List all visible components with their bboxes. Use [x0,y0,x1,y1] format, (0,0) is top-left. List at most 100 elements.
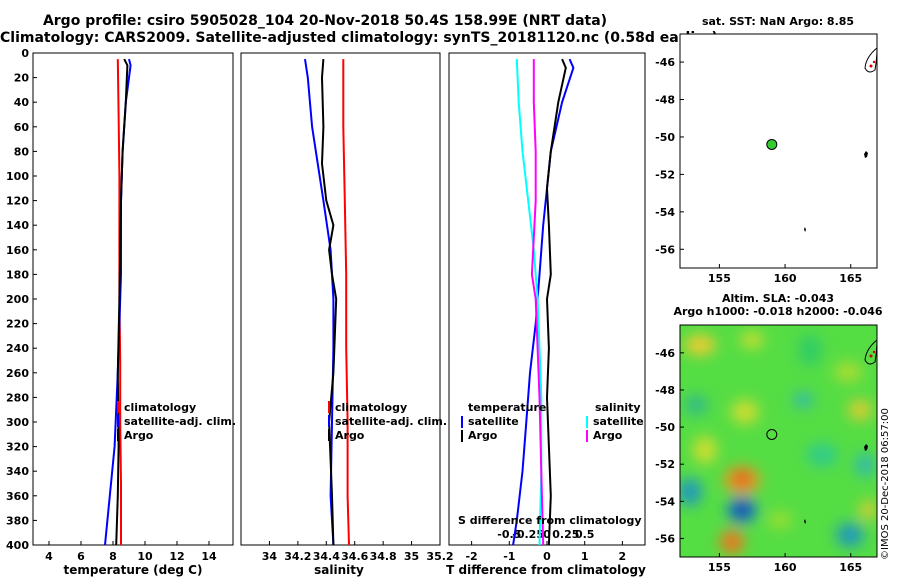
map-y-tick-label: -46 [655,347,675,360]
depth-tick-label: 400 [6,539,29,552]
map-y-tick-label: -56 [655,532,675,545]
salinity-x-label: salinity [314,563,364,577]
salinity-legend: climatology satellite-adj. clim. Argo [328,401,447,442]
depth-tick-label: 380 [6,514,29,527]
x-tick-label: -1 [503,550,515,563]
difference-legend: temperature salinity satellite Argo sate… [461,401,644,442]
top-tick-label: 0.25 [552,528,579,541]
series-line-argo [115,58,129,546]
x-tick-label: 34.2 [284,550,311,563]
depth-tick-label: 120 [6,195,29,208]
depth-tick-label: 0 [21,47,29,60]
depth-tick-label: 260 [6,367,29,380]
sla-heatmap [680,325,877,557]
sst-map-ticks: 155 160 165 -46 -48 -50 -52 -54 -56 [655,56,862,285]
depth-tick-label: 280 [6,391,29,404]
x-tick-label: 8 [109,550,117,563]
x-tick-label: 34.6 [341,550,368,563]
map-x-tick-label: 160 [774,561,797,574]
depth-tick-label: 360 [6,490,29,503]
depth-tick-label: 20 [14,72,30,85]
difference-profile-lines [512,58,575,546]
x-tick-label: 35 [404,550,419,563]
series-line-salinity-argo [530,59,545,546]
top-tick-label: 0.5 [575,528,595,541]
depth-tick-label: 240 [6,342,29,355]
map-y-tick-label: -52 [655,168,675,181]
depth-tick-label: 200 [6,293,29,306]
depth-tick-label: 180 [6,268,29,281]
map-y-tick-label: -52 [655,458,675,471]
x-tick-label: 34.8 [370,550,397,563]
sla-map-coastlines [804,338,878,524]
depth-tick-label: 40 [14,96,30,109]
sst-map-title: sat. SST: NaN Argo: 8.85 [702,15,854,28]
legend-temp-satellite: satellite [468,415,519,428]
top-tick-label: 0 [543,528,551,541]
depth-tick-label: 140 [6,219,29,232]
legend-satellite: satellite-adj. clim. [335,415,447,428]
legend-temp-argo: Argo [468,429,498,442]
temperature-x-label: temperature (deg C) [64,563,203,577]
sst-map-coastlines [804,46,878,232]
legend-salinity-title: salinity [595,401,641,414]
x-tick-label: 2 [619,550,627,563]
title-line-2: Climatology: CARS2009. Satellite-adjuste… [0,30,718,46]
difference-x-label: T difference from climatology [446,563,646,577]
map-y-tick-label: -54 [655,206,675,219]
sla-map-panel: 155 160 165 -46 -48 -50 -52 -54 -56 [655,324,878,574]
x-tick-label: 4 [45,550,53,563]
temperature-x-ticks: 4 6 8 10 12 14 [45,541,217,563]
series-line-satellite-adj-clim- [104,58,132,546]
depth-tick-label: 220 [6,318,29,331]
x-tick-label: 1 [581,550,589,563]
x-tick-label: 34 [262,550,278,563]
legend-climatology: climatology [335,401,407,414]
depth-tick-label: 60 [14,121,30,134]
top-tick-label: -0.25 [512,528,544,541]
imos-timestamp: ©IMOS 20-Dec-2018 06:57:00 [880,408,891,560]
map-y-tick-label: -48 [655,384,675,397]
depth-tick-label: 80 [14,145,30,158]
x-tick-label: 0 [543,550,551,563]
x-tick-label: 12 [169,550,184,563]
temperature-axes-frame [32,52,234,546]
difference-top-ticks: -0.5-0.25 0 0.250.5 [497,528,594,541]
salinity-x-ticks: 34 34.2 34.4 34.6 34.8 35 35.2 [262,541,454,563]
temperature-panel: 0 20 40 60 80 100 120 140 160 180 200 220 240 260 280 3… [6,47,453,577]
map-x-tick-label: 160 [774,272,797,285]
difference-x-ticks: -2 -1 0 1 2 [465,541,626,563]
x-tick-label: 10 [137,550,153,563]
x-tick-label: 14 [201,550,217,563]
sst-map-frame [679,33,878,269]
sla-map-ticks: 155 160 165 -46 -48 -50 -52 -54 -56 [655,347,862,574]
map-x-tick-label: 165 [839,561,862,574]
legend-temperature-title: temperature [468,401,546,414]
title-line-1: Argo profile: csiro 5905028_104 20-Nov-2… [42,13,608,29]
series-line-temperature-satellite [512,58,575,546]
argo-float-marker [766,138,778,150]
legend-argo: Argo [335,429,365,442]
x-tick-label: -2 [465,550,477,563]
legend-argo: Argo [124,429,154,442]
map-y-tick-label: -46 [655,56,675,69]
series-line-temperature-argo [545,58,567,546]
legend-climatology: climatology [124,401,196,414]
temperature-depth-ticks: 0 20 40 60 80 100 120 140 160 180 200 220 240 260 280 3… [6,47,453,552]
sla-map-title-2: Argo h1000: -0.018 h2000: -0.046 [673,305,882,318]
temperature-profile-lines [104,58,132,546]
x-tick-label: 6 [77,550,85,563]
salinity-panel: 34 34.2 34.4 34.6 34.8 35 35.2 climatology sat… [240,52,454,577]
sst-map-panel: 155 160 165 -46 -48 -50 -52 -54 -56 [655,33,878,285]
difference-panel: -2 -1 0 1 2 -0.5-0.25 0 0.250.5 temperature sa… [446,52,646,577]
x-tick-label: 35.2 [426,550,453,563]
difference-top-label: S difference from climatology [458,514,642,527]
sla-map-title-1: Altim. SLA: -0.043 [722,292,834,305]
depth-tick-label: 300 [6,416,29,429]
depth-tick-label: 160 [6,244,29,257]
map-x-tick-label: 165 [839,272,862,285]
depth-tick-label: 100 [6,170,29,183]
map-y-tick-label: -48 [655,94,675,107]
depth-tick-label: 340 [6,465,29,478]
